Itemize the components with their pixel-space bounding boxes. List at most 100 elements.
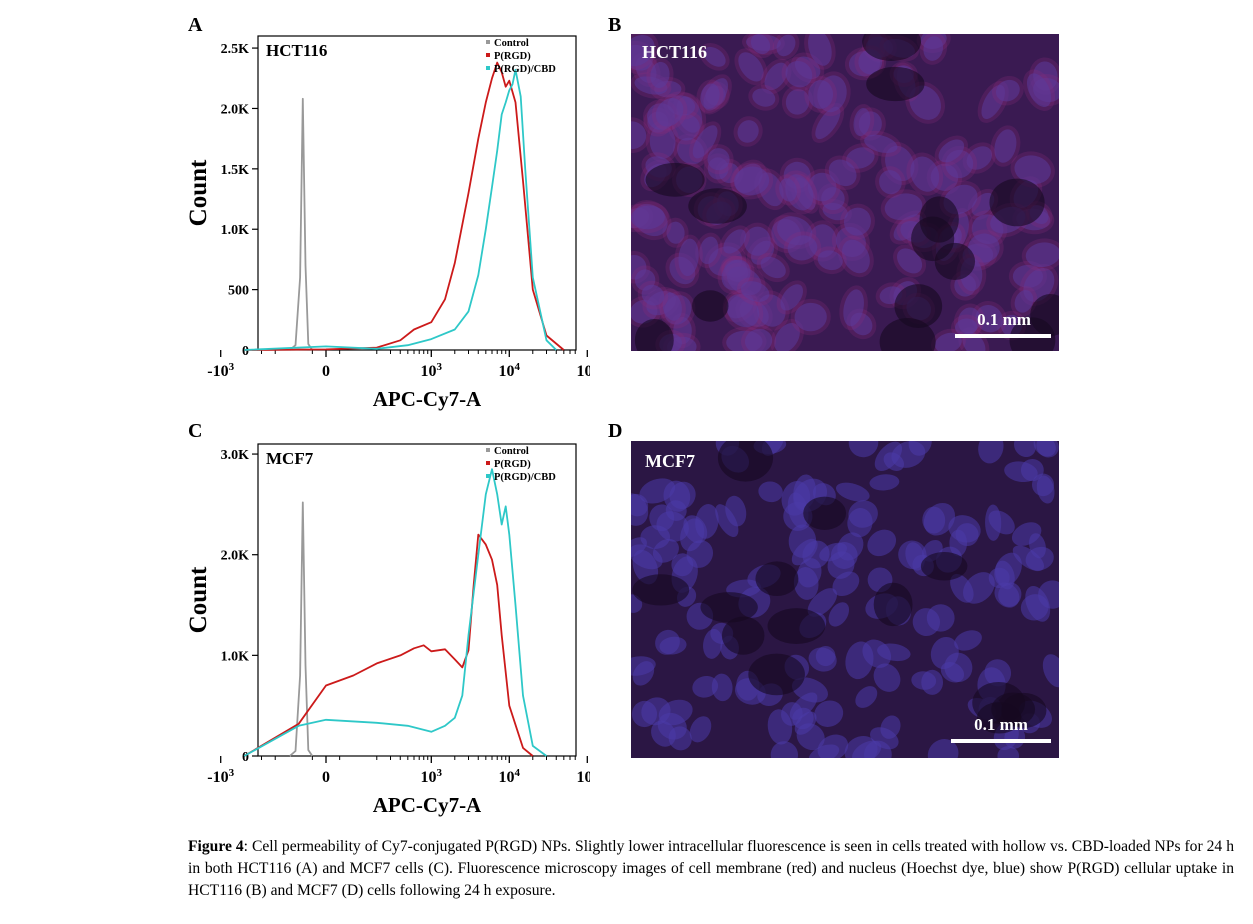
cell-nucleus — [726, 293, 760, 328]
scale-bar-b — [955, 334, 1051, 338]
cell-nucleus — [975, 305, 1003, 333]
cell-nucleus — [703, 46, 726, 67]
legend-entry: P(RGD) — [494, 459, 531, 470]
y-tick-label: 2.0K — [221, 102, 250, 117]
legend-entry: P(RGD)/CBD — [494, 472, 556, 483]
cell-nucleus — [827, 551, 855, 579]
dark-region — [692, 290, 729, 322]
cell-nucleus — [1026, 73, 1052, 108]
cell-nucleus — [848, 500, 878, 528]
cell-nucleus — [971, 192, 995, 216]
cell-nucleus — [994, 129, 1017, 163]
cell-nucleus — [715, 504, 739, 537]
cell-nucleus — [815, 106, 841, 140]
cell-nucleus — [678, 238, 699, 277]
cell-nucleus — [846, 147, 875, 169]
cell-nucleus — [699, 236, 719, 265]
cell-nucleus — [767, 709, 793, 745]
cell-nucleus — [1020, 594, 1049, 621]
dark-region — [803, 496, 847, 530]
legend-swatch — [486, 461, 490, 465]
cell-nucleus — [955, 318, 978, 336]
x-tick-label: 105 — [577, 767, 590, 786]
cell-nucleus — [641, 284, 665, 306]
cell-nucleus — [815, 646, 836, 667]
cell-nucleus — [700, 83, 720, 109]
cell-nucleus — [985, 504, 1002, 541]
cell-nucleus — [880, 715, 901, 739]
cell-nucleus — [794, 302, 827, 332]
cell-nucleus — [1036, 475, 1055, 504]
y-tick-label: 2.5K — [221, 42, 250, 57]
cell-nucleus — [923, 36, 944, 61]
cell-nucleus — [770, 741, 799, 758]
cell-nucleus — [984, 659, 1012, 687]
microscopy-image-hct116: HCT116 0.1 mm — [631, 34, 1059, 351]
cell-nucleus — [1025, 242, 1059, 268]
cell-nucleus — [1014, 441, 1036, 458]
cell-nucleus — [780, 284, 804, 311]
scale-bar-label-d: 0.1 mm — [974, 715, 1028, 734]
cell-nucleus — [733, 166, 770, 196]
dark-region — [989, 178, 1045, 227]
cell-nucleus — [725, 495, 747, 527]
cell-nucleus — [844, 736, 878, 758]
legend-swatch — [486, 66, 490, 70]
x-tick-label: -103 — [207, 767, 234, 786]
cell-nucleus — [631, 537, 647, 558]
chart-title: MCF7 — [266, 449, 314, 468]
image-label-hct116: HCT116 — [642, 42, 708, 62]
cell-nucleus — [740, 281, 770, 302]
cell-nucleus — [631, 493, 649, 526]
cell-nucleus — [869, 474, 900, 491]
dark-region — [700, 592, 758, 623]
dark-region — [688, 188, 747, 224]
dark-region — [767, 608, 826, 644]
cell-nucleus — [655, 98, 684, 127]
cell-nucleus — [994, 552, 1022, 587]
dark-region — [748, 653, 805, 696]
cell-nucleus — [752, 88, 776, 107]
dark-region — [755, 561, 799, 597]
cell-nucleus — [689, 716, 712, 743]
cell-nucleus — [808, 79, 834, 109]
cell-nucleus — [631, 594, 643, 613]
cell-nucleus — [843, 207, 871, 236]
cell-nucleus — [828, 159, 857, 187]
image-label-mcf7: MCF7 — [645, 451, 695, 471]
cell-nucleus — [879, 170, 902, 195]
series-line-p-rgd- — [244, 61, 565, 351]
x-tick-label: 105 — [577, 361, 590, 380]
x-axis-label: APC-Cy7-A — [373, 793, 482, 817]
chart-title: HCT116 — [266, 41, 327, 60]
dark-region — [920, 552, 968, 581]
cell-nucleus — [711, 673, 733, 702]
scale-bar-label-b: 0.1 mm — [977, 310, 1031, 329]
cell-nucleus — [785, 60, 813, 88]
dark-region — [645, 162, 705, 197]
x-tick-label: 104 — [499, 767, 521, 786]
cell-nucleus — [1014, 155, 1051, 184]
legend-swatch — [486, 53, 490, 57]
cell-nucleus — [668, 726, 692, 751]
cell-nucleus — [649, 124, 676, 159]
cell-nucleus — [760, 256, 786, 279]
caption-lead: Figure 4 — [188, 838, 244, 855]
series-line-control — [289, 97, 314, 351]
cell-nucleus — [1014, 290, 1034, 313]
legend-entry: P(RGD) — [494, 51, 531, 62]
legend-entry: P(RGD)/CBD — [494, 64, 556, 75]
cell-nucleus — [764, 62, 788, 91]
series-line-control — [289, 501, 314, 757]
cell-image-hct116 — [631, 34, 1059, 351]
cell-nucleus — [994, 582, 1020, 608]
cell-nucleus — [1042, 654, 1059, 688]
cell-nucleus — [967, 233, 1000, 263]
cell-nucleus — [807, 172, 837, 202]
panel-letter-c: C — [188, 420, 203, 442]
cell-nucleus — [787, 235, 818, 261]
series-line-p-rgd-cbd — [243, 468, 548, 757]
x-tick-label: 0 — [322, 769, 330, 786]
cell-nucleus — [692, 125, 718, 159]
cell-nucleus — [791, 538, 818, 566]
